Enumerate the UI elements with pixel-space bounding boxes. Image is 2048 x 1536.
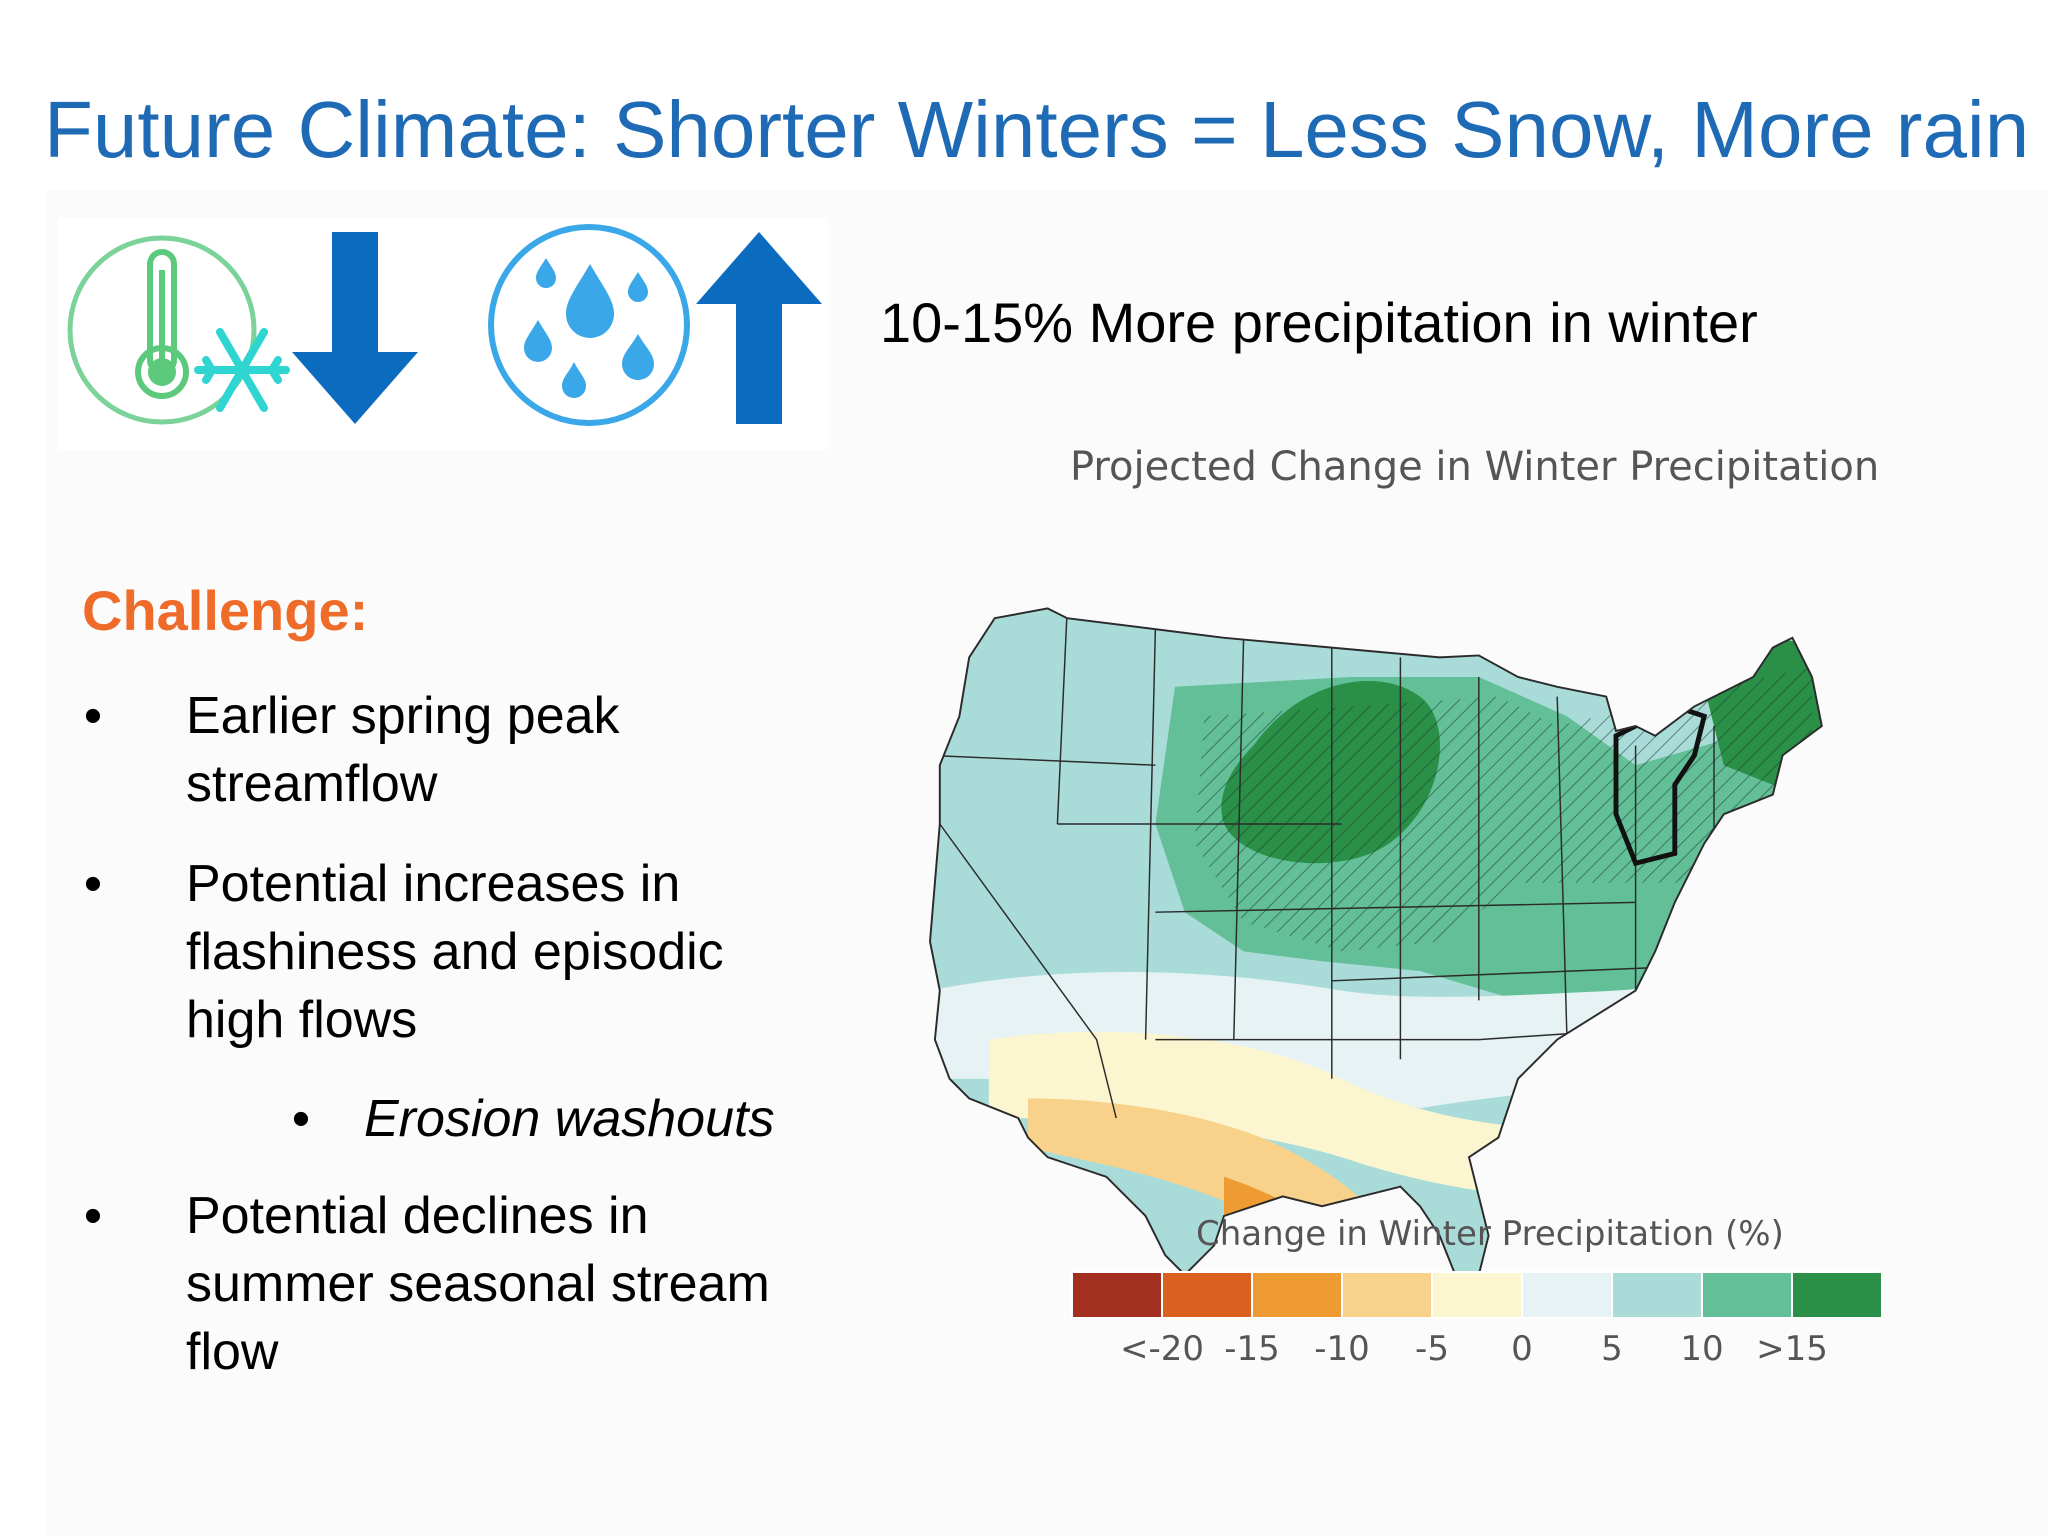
legend-tick-label: 0 [1511, 1329, 1533, 1369]
bullet-marker: • [83, 1187, 103, 1245]
bullet-line: Potential declines in [186, 1187, 649, 1245]
legend-tick-label: -10 [1314, 1329, 1370, 1369]
legend-swatches [1071, 1271, 1883, 1319]
slide-title: Future Climate: Shorter Winters = Less S… [44, 85, 2030, 174]
legend-swatch [1521, 1271, 1613, 1319]
legend-tick-label: 10 [1680, 1329, 1723, 1369]
bullet-marker: • [83, 687, 103, 745]
legend-swatch [1431, 1271, 1523, 1319]
legend-title: Change in Winter Precipitation (%) [1196, 1214, 1784, 1254]
bullet-marker: • [83, 855, 103, 913]
bullet-line: Potential increases in [186, 855, 681, 913]
legend-swatch [1701, 1271, 1793, 1319]
bullet-line: high flows [186, 991, 418, 1049]
bullet-line: flashiness and episodic [186, 923, 724, 981]
legend-labels: <-20 -15 -10 -5 0 5 10 >15 [1120, 1329, 1828, 1369]
icon-strip [58, 218, 828, 450]
legend-tick-label: -15 [1224, 1329, 1280, 1369]
sub-bullet-text: Erosion washouts [364, 1090, 775, 1148]
arrow-down-icon [292, 232, 418, 424]
legend-swatch [1611, 1271, 1703, 1319]
legend-swatch [1341, 1271, 1433, 1319]
legend-tick-label: <-20 [1120, 1329, 1204, 1369]
thermometer-snowflake-icon [67, 235, 290, 425]
arrow-up-icon [696, 232, 822, 424]
map-region-slight-decrease [988, 1031, 1558, 1197]
legend-swatch [1791, 1271, 1883, 1319]
map-title: Projected Change in Winter Precipitation [1070, 444, 1879, 490]
precipitation-headline: 10-15% More precipitation in winter [880, 291, 1758, 354]
legend-swatch [1161, 1271, 1253, 1319]
rain-drops-icon [488, 224, 690, 426]
legend-swatch [1071, 1271, 1163, 1319]
bullet-line: flow [186, 1323, 279, 1381]
challenge-heading: Challenge: [82, 579, 369, 642]
bullet-line: Earlier spring peak [186, 687, 620, 745]
legend-tick-label: -5 [1415, 1329, 1449, 1369]
legend-swatch [1251, 1271, 1343, 1319]
legend-tick-label: >15 [1756, 1329, 1828, 1369]
legend-tick-label: 5 [1601, 1329, 1623, 1369]
precipitation-map-figure: Projected Change in Winter Precipitation [929, 444, 1883, 1369]
bullet-marker: • [291, 1090, 311, 1148]
map-hatch-significance [1194, 667, 1812, 952]
bullet-line: streamflow [186, 755, 438, 813]
bullet-line: summer seasonal stream [186, 1255, 770, 1313]
